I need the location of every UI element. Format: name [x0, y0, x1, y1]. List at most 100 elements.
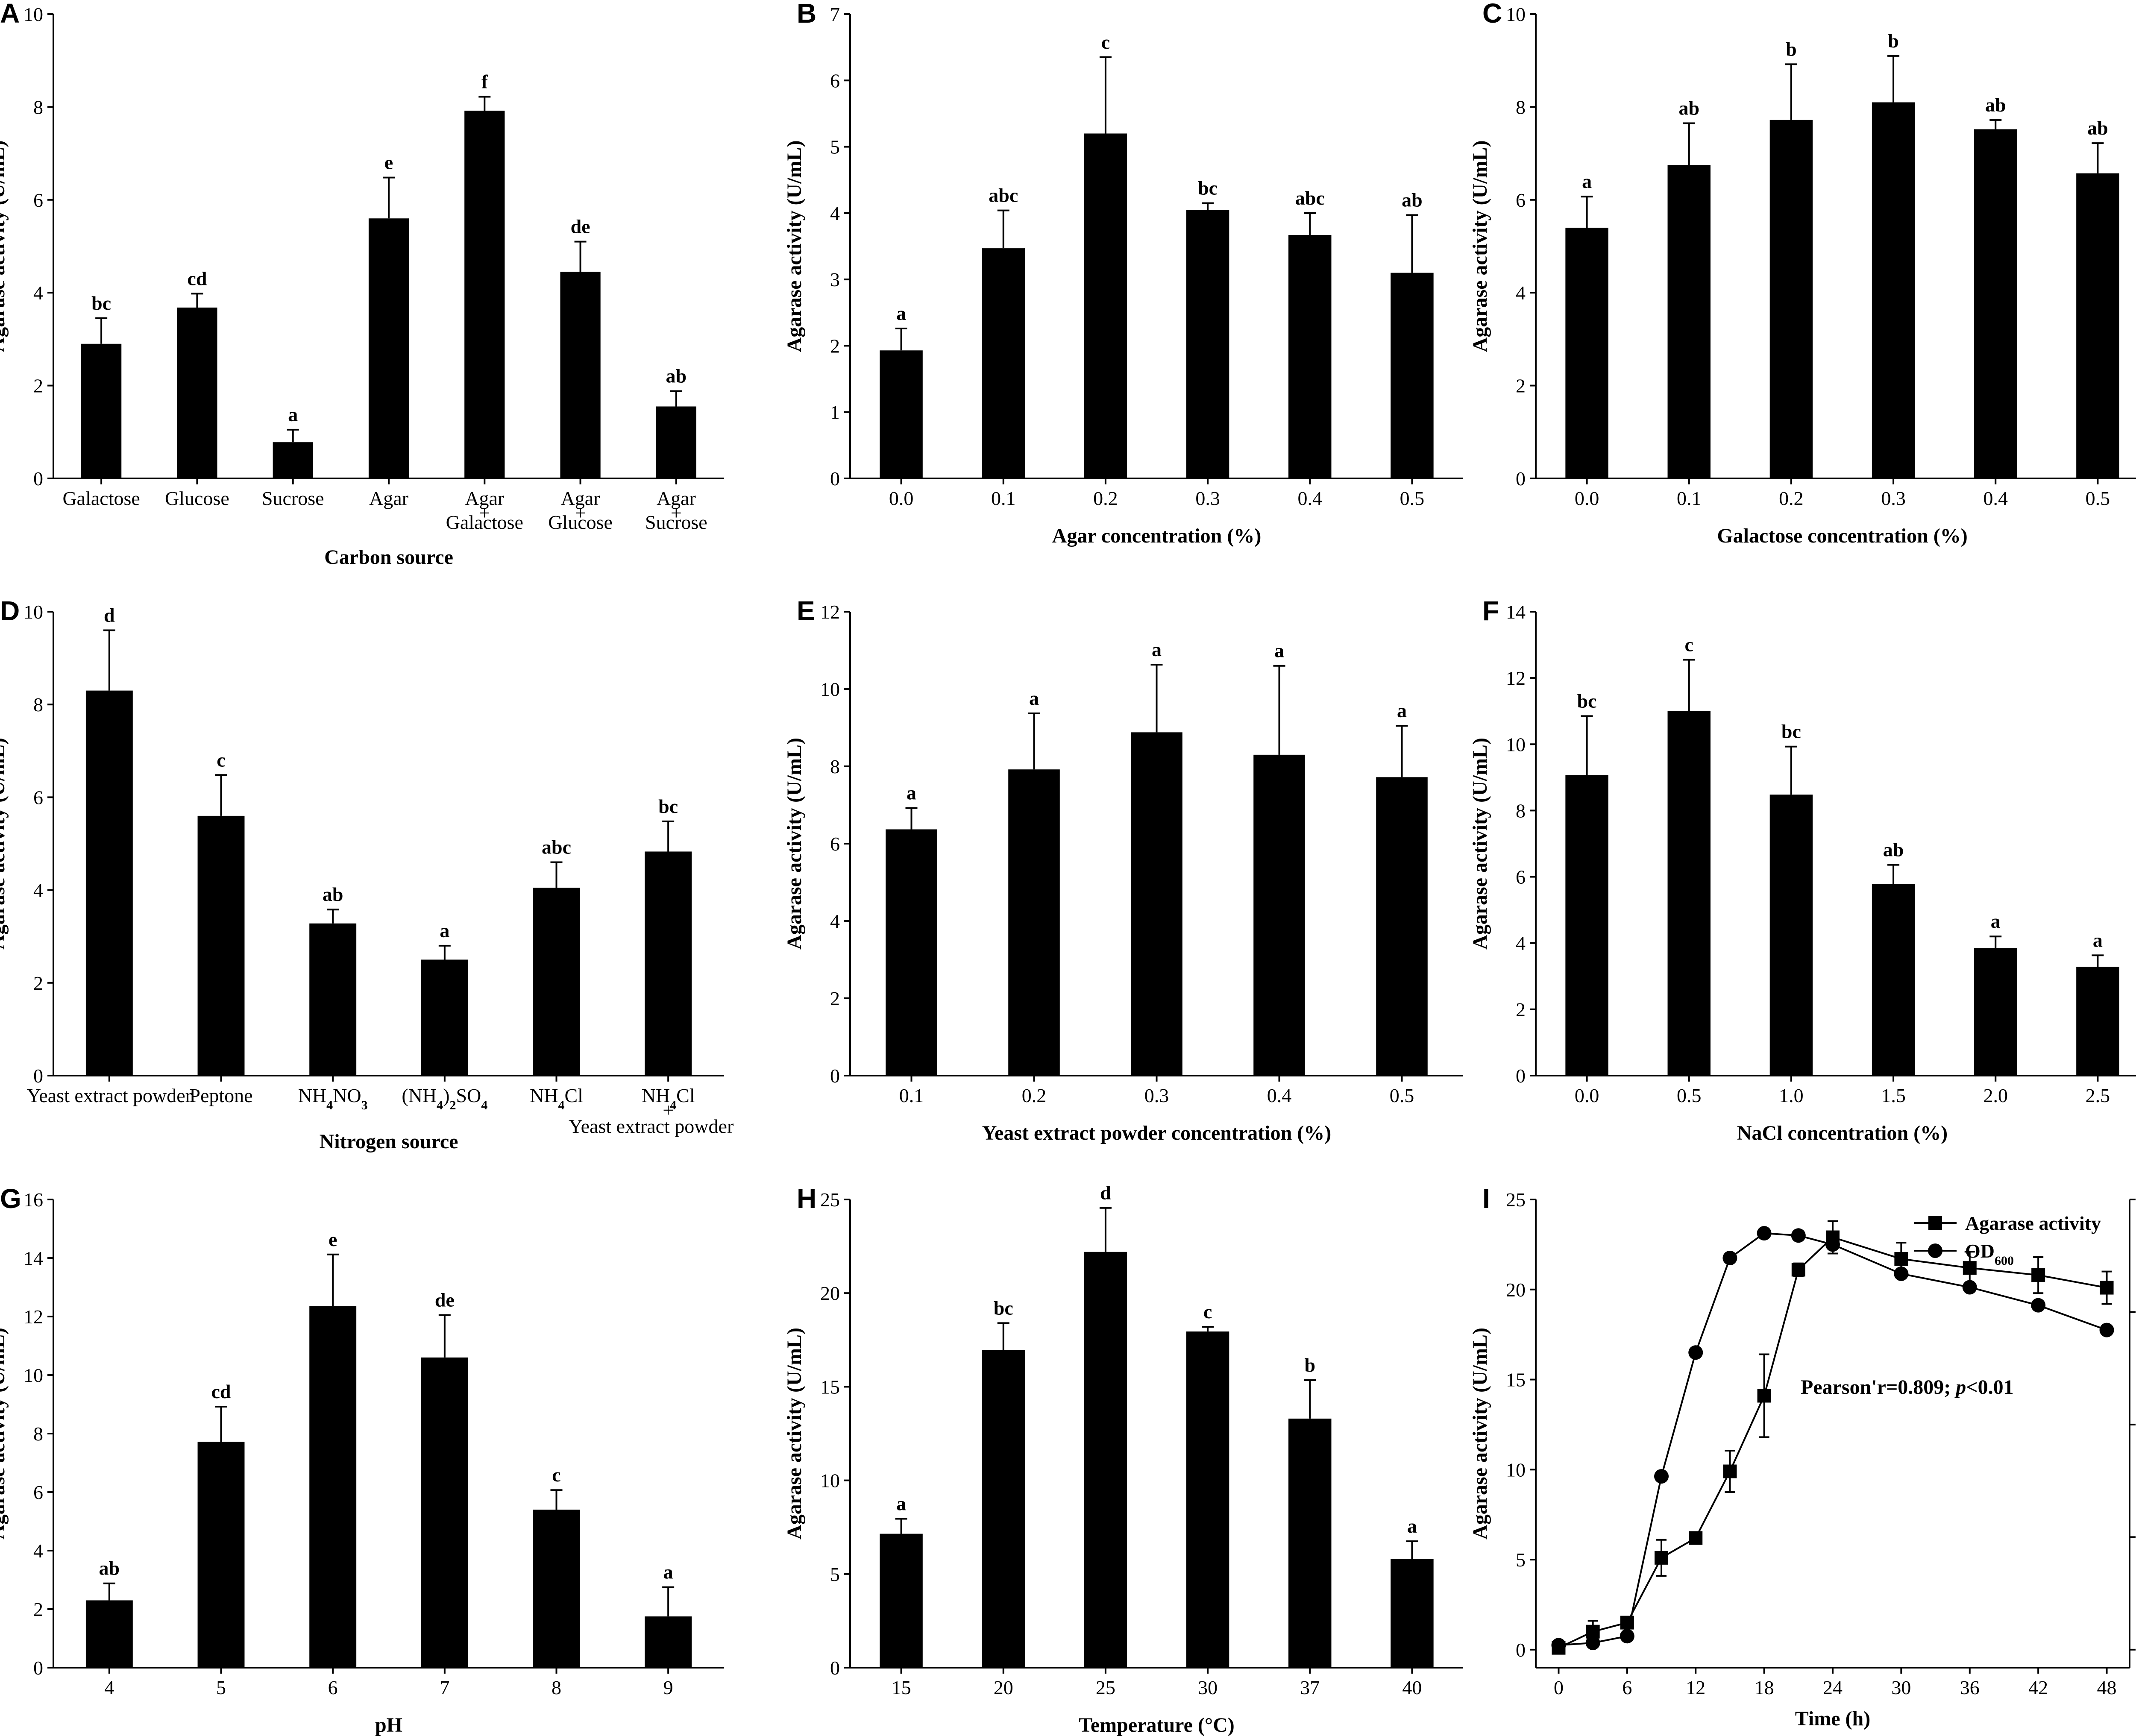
y-tick-label: 4: [1516, 282, 1526, 304]
bar: [645, 1616, 692, 1668]
subscript: 600: [1995, 1254, 2014, 1268]
bar: [197, 1442, 245, 1668]
subscript: 4: [481, 1098, 487, 1112]
y-tick-label: 10: [23, 1364, 43, 1386]
label-text: Agarase activity (U/mL): [783, 141, 806, 352]
y-tick-label: 8: [33, 694, 43, 716]
y-tick-label: 0: [33, 1065, 43, 1087]
chart-panel-c: C 0 2 4 6 8 10 a 0.0 ab 0.1 b 0.2 b 0.3 ab 0.4 ab 0.5 Galac…: [1469, 0, 2136, 547]
x-tick-label: 0.2: [1779, 487, 1804, 509]
significance-letter: a: [1407, 1515, 1417, 1537]
y-tick-label: 16: [23, 1189, 43, 1211]
significance-letter: a: [1397, 700, 1407, 721]
significance-letter: c: [1101, 31, 1110, 53]
bar: [560, 272, 601, 478]
x-tick-label-plus: +: [479, 502, 490, 524]
x-tick-label: 0.1: [991, 487, 1016, 509]
legend-label: Agarase activity: [1965, 1212, 2101, 1234]
significance-letter: a: [1582, 170, 1592, 192]
bar: [464, 111, 505, 478]
bar: [1872, 102, 1915, 478]
x-tick-label: 0.0: [889, 487, 914, 509]
bar: [1974, 948, 2017, 1076]
bar: [1769, 120, 1813, 478]
data-point-circle: [1791, 1228, 1806, 1243]
label-text: Cl: [676, 1085, 695, 1106]
label-text: Agarase activity (U/mL): [0, 1328, 9, 1540]
x-tick-label: 0.3: [1195, 487, 1220, 509]
subscript: 4: [670, 1098, 676, 1112]
significance-letter: ab: [99, 1557, 120, 1579]
y-tick-label: 25: [820, 1189, 840, 1211]
y-tick-label: 6: [33, 1481, 43, 1503]
bar: [880, 350, 923, 478]
significance-letter: e: [384, 152, 393, 173]
panel-label: F: [1482, 595, 1499, 626]
significance-letter: a: [1274, 640, 1284, 662]
x-tick-label: 0.0: [1575, 487, 1599, 509]
x-axis-title: Carbon source: [324, 546, 453, 569]
panel-label: E: [797, 595, 815, 626]
x-tick-label-plus: +: [671, 502, 682, 524]
x-tick-label: Glucose: [548, 511, 613, 533]
bar: [1872, 884, 1915, 1076]
bar: [85, 690, 133, 1076]
bar: [273, 442, 313, 478]
label-text: NH: [642, 1085, 670, 1106]
significance-letter: cd: [211, 1381, 231, 1402]
significance-letter: ab: [1402, 189, 1423, 211]
label-text: Agarase activity (U/mL): [0, 141, 9, 352]
y-axis-title: Agarase activity (U/mL): [1469, 141, 1491, 352]
legend-label: OD600: [1965, 1240, 2014, 1268]
x-tick-label: 0.5: [1390, 1085, 1414, 1106]
bar: [2076, 173, 2119, 478]
panel-label: H: [797, 1183, 816, 1214]
label-text: NH: [298, 1085, 326, 1106]
significance-letter: de: [435, 1289, 455, 1311]
x-tick-label: (NH4)2SO4: [402, 1085, 487, 1112]
x-tick-label: 25: [1096, 1677, 1115, 1698]
series-line: [1558, 1236, 2107, 1649]
x-tick-label: 15: [892, 1677, 911, 1698]
subscript: 4: [558, 1098, 564, 1112]
x-tick-label: 6: [328, 1677, 338, 1698]
bar: [421, 959, 468, 1076]
data-point-circle: [1757, 1226, 1772, 1241]
y-tick-label: 2: [33, 375, 43, 397]
y-tick-label: 20: [1506, 1279, 1526, 1301]
label-text: (NH: [402, 1085, 437, 1106]
significance-letter: a: [1152, 639, 1162, 660]
bar: [368, 218, 409, 478]
significance-letter: ab: [1678, 97, 1699, 119]
x-tick-label: 2.0: [1983, 1085, 2008, 1106]
x-tick-label: Glucose: [165, 487, 229, 509]
bar: [645, 851, 692, 1076]
panel-label: B: [797, 0, 816, 29]
x-tick-label: 0.2: [1022, 1085, 1047, 1106]
data-point-circle: [1620, 1629, 1634, 1644]
data-point-square: [1963, 1261, 1977, 1275]
significance-letter: ab: [1985, 94, 2006, 116]
y-tick-label: 0: [830, 468, 840, 490]
subscript: 3: [361, 1098, 368, 1112]
significance-letter: bc: [1198, 177, 1218, 199]
significance-letter: f: [481, 70, 488, 92]
y-tick-label: 10: [1506, 733, 1526, 755]
significance-letter: c: [217, 749, 225, 771]
x-tick-label: NH4Cl: [530, 1085, 583, 1112]
data-point-circle: [1825, 1237, 1840, 1252]
x-tick-label: 0: [1554, 1677, 1564, 1698]
x-tick-label: Yeast extract powder: [569, 1115, 734, 1137]
significance-letter: a: [288, 404, 298, 425]
legend-marker-square: [1928, 1216, 1942, 1230]
y-tick-label: 6: [830, 70, 840, 91]
y-tick-label: 2: [1516, 999, 1526, 1020]
panel-label: G: [0, 1183, 21, 1214]
y-tick-label: 10: [23, 3, 43, 25]
annotation-text: Pearson'r=0.809;: [1801, 1376, 1956, 1399]
y-tick-label: 1: [830, 402, 840, 423]
x-tick-label: 0.3: [1881, 487, 1906, 509]
y-tick-label: 0: [1516, 1639, 1526, 1661]
